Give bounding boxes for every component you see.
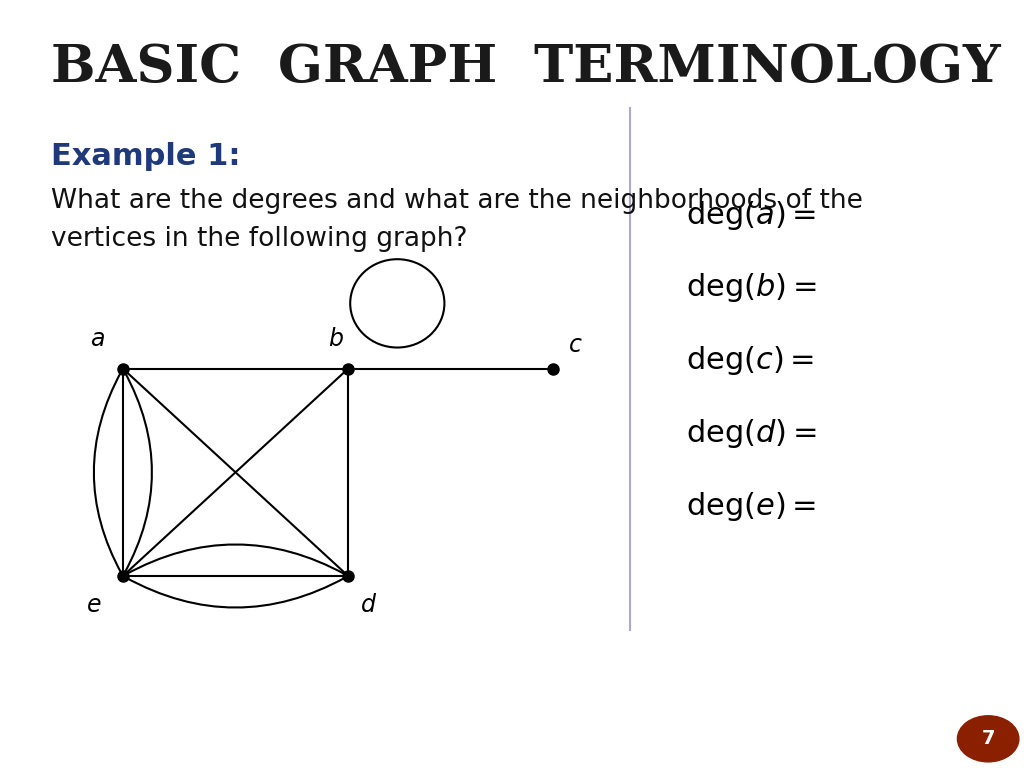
Text: $\mathit{a}$: $\mathit{a}$ — [90, 328, 104, 351]
Text: $\mathit{b}$: $\mathit{b}$ — [328, 328, 344, 351]
FancyArrowPatch shape — [94, 371, 122, 574]
Text: $\mathrm{deg}(\mathit{d}\mathrm{) =}$: $\mathrm{deg}(\mathit{d}\mathrm{) =}$ — [686, 418, 817, 450]
FancyArrowPatch shape — [125, 545, 346, 574]
Text: $\mathit{e}$: $\mathit{e}$ — [86, 594, 102, 617]
Text: 7: 7 — [981, 730, 995, 748]
FancyArrowPatch shape — [124, 371, 152, 574]
Text: $\mathit{c}$: $\mathit{c}$ — [568, 334, 583, 357]
Text: $\mathrm{deg}(\mathit{e}\mathrm{) =}$: $\mathrm{deg}(\mathit{e}\mathrm{) =}$ — [686, 491, 816, 523]
Text: $\mathrm{deg}(\mathit{c}\mathrm{) =}$: $\mathrm{deg}(\mathit{c}\mathrm{) =}$ — [686, 345, 814, 377]
Text: Example 1:: Example 1: — [51, 142, 241, 171]
Text: $\mathrm{deg}(\mathit{b}\mathrm{) =}$: $\mathrm{deg}(\mathit{b}\mathrm{) =}$ — [686, 272, 817, 304]
Text: $\mathrm{deg}(\mathit{a}\mathrm{) =}$: $\mathrm{deg}(\mathit{a}\mathrm{) =}$ — [686, 199, 816, 231]
FancyArrowPatch shape — [125, 578, 346, 607]
Text: $\mathit{d}$: $\mathit{d}$ — [360, 594, 377, 617]
Circle shape — [957, 716, 1019, 762]
Text: BASIC  GRAPH  TERMINOLOGY: BASIC GRAPH TERMINOLOGY — [51, 42, 1000, 93]
Text: What are the degrees and what are the neighborhoods of the
vertices in the follo: What are the degrees and what are the ne… — [51, 188, 863, 252]
